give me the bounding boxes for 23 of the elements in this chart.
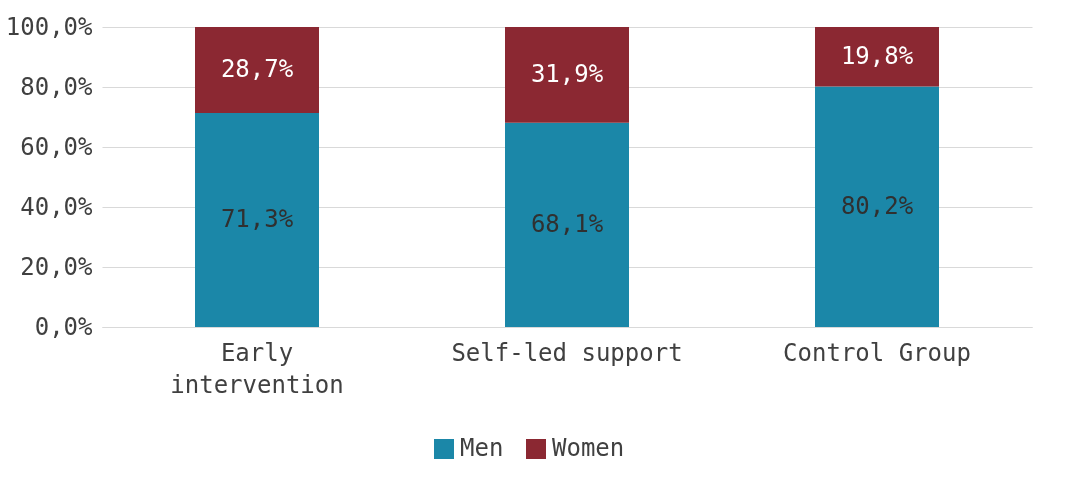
data-label: 80,2% [840, 191, 914, 220]
y-tick-label: 0,0% [34, 312, 94, 341]
y-tick-label: 40,0% [20, 192, 94, 221]
x-tick-label: Control Group [783, 338, 971, 367]
data-label: 28,7% [220, 55, 294, 84]
y-tick-label: 20,0% [20, 252, 94, 281]
bar [505, 122, 629, 327]
x-tick-label: Early intervention [170, 338, 344, 399]
bar [815, 86, 939, 327]
data-label: 68,1% [530, 209, 604, 238]
x-tick-label: Self-led support [451, 338, 683, 367]
data-label: 71,3% [220, 205, 294, 234]
y-tick-label: 80,0% [20, 72, 94, 101]
bar [195, 113, 319, 327]
y-tick-label: 60,0% [20, 132, 94, 161]
bar [815, 27, 939, 87]
legend-label: Women [552, 434, 625, 462]
legend-label: Men [460, 434, 504, 462]
bar [195, 27, 319, 114]
data-label: 31,9% [530, 59, 604, 88]
y-tick-label: 100,0% [5, 12, 94, 41]
data-label: 19,8% [840, 41, 914, 70]
bar [505, 27, 629, 123]
